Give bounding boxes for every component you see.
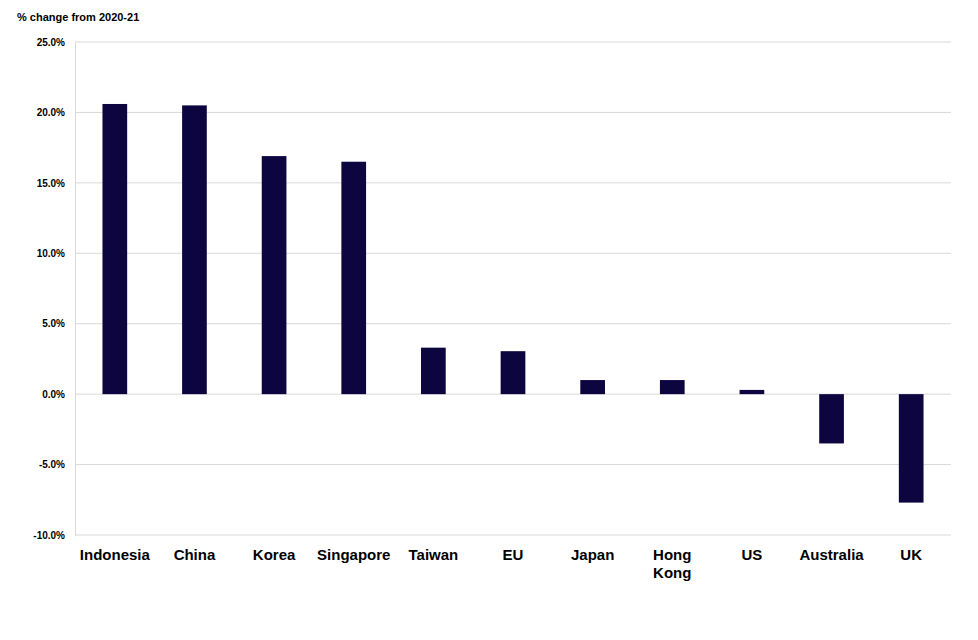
y-tick-label: 15.0%: [37, 178, 65, 189]
grid-line: [75, 535, 951, 536]
x-tick: Singapore: [317, 535, 390, 563]
bar: [102, 104, 127, 394]
grid: [75, 42, 951, 535]
x-tick-label-line: Kong: [653, 564, 691, 581]
grid-line: [75, 464, 951, 465]
bars: [102, 104, 923, 503]
y-tick-label: -10.0%: [33, 530, 65, 541]
x-tick: HongKong: [653, 535, 691, 581]
y-tick: 5.0%: [42, 318, 75, 329]
chart: -10.0% -5.0% 0.0% 5.0% 10.0% 15.0% 20.0% 25.0% I…: [0, 0, 978, 640]
x-tick: Australia: [799, 535, 864, 563]
x-tick: Indonesia: [80, 535, 151, 563]
bar: [262, 156, 287, 394]
y-tick-label: 25.0%: [37, 37, 65, 48]
x-tick-label: HongKong: [653, 546, 691, 581]
bar: [819, 394, 844, 443]
x-tick: China: [174, 535, 216, 563]
y-tick-label: 10.0%: [37, 248, 65, 259]
x-tick-label: UK: [900, 546, 922, 563]
x-tick: Taiwan: [408, 535, 458, 563]
bar: [740, 390, 765, 394]
y-tick-label: 0.0%: [42, 389, 65, 400]
bar: [182, 105, 207, 394]
y-axis-line: [75, 43, 76, 536]
x-tick-label: Singapore: [317, 546, 390, 563]
plot-area: -10.0% -5.0% 0.0% 5.0% 10.0% 15.0% 20.0% 25.0% I…: [33, 37, 951, 581]
x-tick-label: Indonesia: [80, 546, 151, 563]
x-tick-label: Japan: [571, 546, 614, 563]
y-tick-label: 20.0%: [37, 107, 65, 118]
x-tick-label: EU: [503, 546, 524, 563]
bar: [580, 380, 605, 394]
x-tick: Korea: [253, 535, 296, 563]
x-tick-label: US: [741, 546, 762, 563]
bar: [660, 380, 685, 394]
x-tick-label: Korea: [253, 546, 296, 563]
y-axis: -10.0% -5.0% 0.0% 5.0% 10.0% 15.0% 20.0% 25.0%: [33, 37, 75, 541]
bar: [421, 348, 446, 394]
x-tick-label: Taiwan: [408, 546, 458, 563]
x-tick: US: [741, 535, 762, 563]
x-tick: EU: [503, 535, 524, 563]
grid-line: [75, 42, 951, 43]
y-tick-label: 5.0%: [42, 318, 65, 329]
y-tick: 15.0%: [37, 178, 75, 189]
y-tick: 20.0%: [37, 107, 75, 118]
y-tick: 25.0%: [37, 37, 75, 48]
x-axis: Indonesia China Korea Singapore Taiwan EU Japa…: [80, 535, 922, 581]
x-tick-label: Australia: [799, 546, 864, 563]
x-tick-label-line: Hong: [653, 546, 691, 563]
y-tick: -5.0%: [39, 459, 75, 470]
y-tick: -10.0%: [33, 530, 75, 541]
x-tick: UK: [900, 535, 922, 563]
x-tick-label: China: [174, 546, 216, 563]
bar: [341, 162, 366, 394]
y-tick: 10.0%: [37, 248, 75, 259]
x-tick: Japan: [571, 535, 614, 563]
y-tick: 0.0%: [42, 389, 75, 400]
bar: [899, 394, 924, 502]
y-tick-label: -5.0%: [39, 459, 65, 470]
bar: [501, 351, 526, 394]
y-axis-title: % change from 2020-21: [17, 11, 139, 23]
